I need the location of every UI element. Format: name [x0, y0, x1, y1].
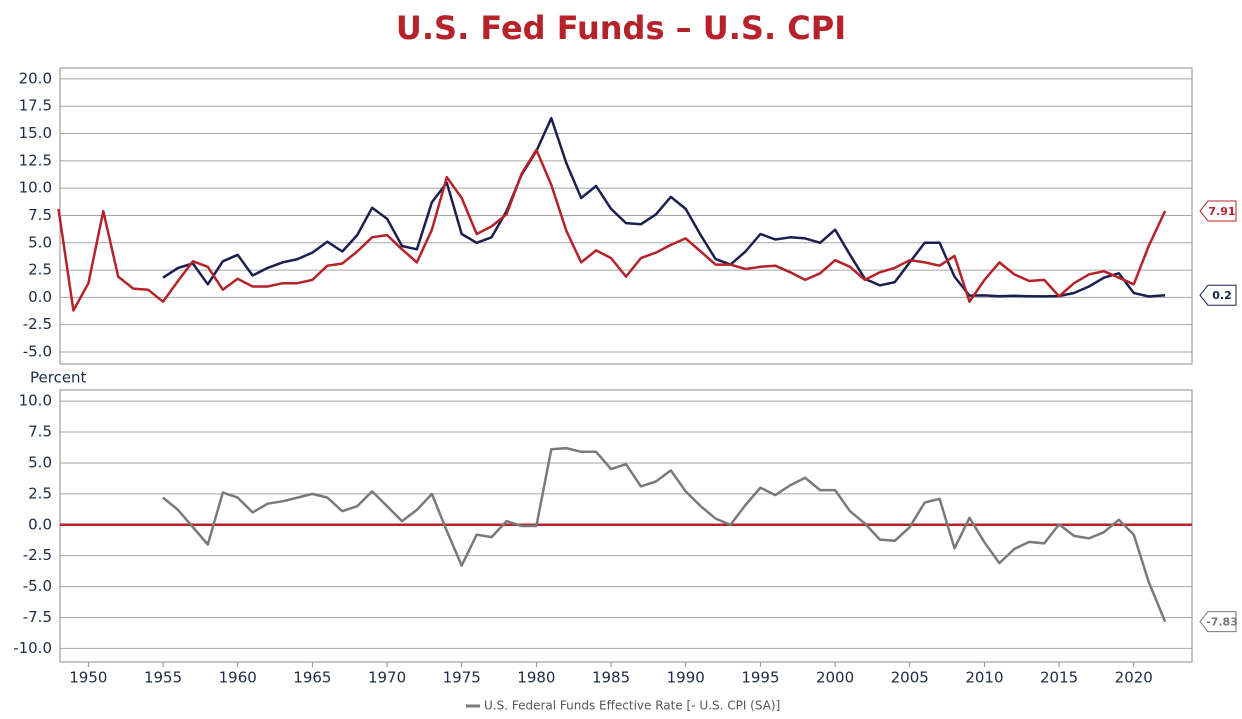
y-tick-label: 5.0 — [28, 233, 52, 251]
end-label: 7.91 — [1208, 205, 1235, 218]
end-label: -7.83 — [1206, 616, 1238, 629]
x-tick-label: 1980 — [517, 669, 555, 687]
end-label-box — [1199, 200, 1237, 222]
plot-frame — [59, 67, 1193, 365]
y-tick-label: 10.0 — [19, 179, 52, 197]
y-tick-label: 0.0 — [28, 515, 52, 533]
end-label: 0.2 — [1212, 289, 1232, 302]
x-tick-label: 1995 — [741, 669, 779, 687]
x-tick-label: 1985 — [592, 669, 630, 687]
y-tick-label: -10.0 — [13, 639, 52, 657]
y-tick-label: -2.5 — [23, 315, 52, 333]
x-tick-label: 1965 — [293, 669, 331, 687]
x-tick-label: 2010 — [965, 669, 1003, 687]
y-tick-label: 15.0 — [19, 124, 52, 142]
x-tick-label: 1960 — [219, 669, 257, 687]
y-tick-label: 2.5 — [28, 484, 52, 502]
y-tick-label: -2.5 — [23, 546, 52, 564]
x-tick-label: 2005 — [891, 669, 929, 687]
y-tick-label: 5.0 — [28, 453, 52, 471]
x-tick-label: 1975 — [443, 669, 481, 687]
y-tick-label: 2.5 — [28, 261, 52, 279]
y-tick-label: 12.5 — [19, 151, 52, 169]
x-tick-label: 2015 — [1040, 669, 1078, 687]
legend-label: U.S. Federal Funds Effective Rate [- U.S… — [484, 699, 780, 713]
x-tick-label: 2000 — [816, 669, 854, 687]
end-label-box — [1199, 284, 1237, 306]
x-tick-label: 1955 — [144, 669, 182, 687]
x-tick-label: 2020 — [1115, 669, 1153, 687]
x-tick-label: 1970 — [368, 669, 406, 687]
end-label-box — [1199, 611, 1237, 633]
y-tick-label: -7.5 — [23, 608, 52, 626]
y-tick-label: 7.5 — [28, 206, 52, 224]
chart-title: U.S. Fed Funds – U.S. CPI — [396, 9, 846, 47]
y-tick-label: 0.0 — [28, 288, 52, 306]
y-tick-label: 20.0 — [19, 69, 52, 87]
y-tick-label: 17.5 — [19, 97, 52, 115]
y-tick-label: -5.0 — [23, 342, 52, 360]
x-tick-label: 1950 — [69, 669, 107, 687]
series-line — [162, 116, 1166, 298]
y-tick-label: 7.5 — [28, 423, 52, 441]
y-tick-label: -5.0 — [23, 577, 52, 595]
series-line — [162, 446, 1167, 623]
x-tick-label: 1990 — [667, 669, 705, 687]
y-tick-label: 10.0 — [19, 392, 52, 410]
series-line — [57, 148, 1167, 312]
y-axis-label: Percent — [30, 369, 87, 387]
